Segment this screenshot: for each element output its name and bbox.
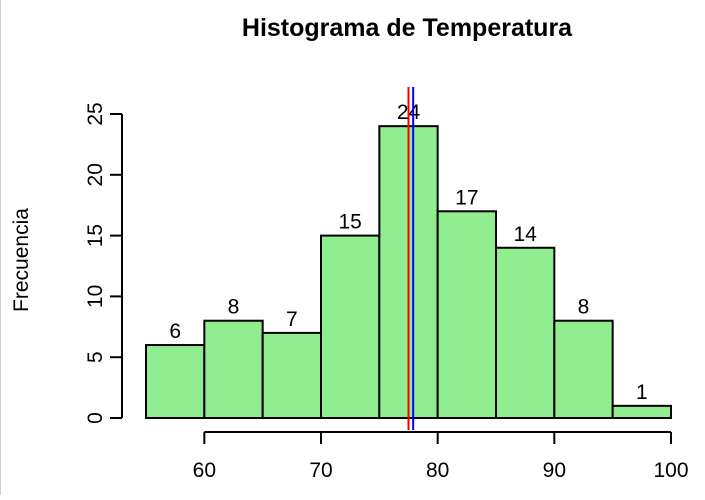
x-tick-label-60: 60 [193,459,216,482]
y-tick-label-10: 10 [84,285,107,308]
frame-edge [0,0,1,495]
histogram-bar-2 [203,319,264,419]
y-axis: 0 5 10 15 20 25 [84,102,123,424]
bars-group [145,125,673,420]
y-tick-label-25: 25 [84,102,107,125]
y-axis-label: Frecuencia [10,208,33,312]
histogram-bar-6 [436,210,497,419]
x-tick-label-90: 90 [543,459,566,482]
x-tick-label-80: 80 [426,459,449,482]
bar-count-label-9: 1 [636,381,648,404]
bar-count-label-7: 14 [513,223,537,246]
y-tick-label-15: 15 [84,224,107,247]
y-tick-label-5: 5 [84,351,107,363]
histogram-bar-1 [145,344,206,420]
histogram-bar-4 [320,234,381,419]
histogram-bar-8 [553,319,614,419]
y-tick-label-20: 20 [84,163,107,186]
x-tick-label-70: 70 [309,459,332,482]
histogram-bar-3 [261,331,322,420]
bar-count-label-6: 17 [455,186,478,209]
y-tick-label-0: 0 [84,412,107,424]
bar-count-label-4: 15 [338,211,361,234]
bar-count-label-8: 8 [578,296,590,319]
bar-count-label-2: 8 [228,296,240,319]
x-axis: 60 70 80 90 100 [193,431,689,482]
x-tick-label-100: 100 [653,459,688,482]
reference-lines-group [407,87,415,430]
bar-count-label-3: 7 [286,308,298,331]
histogram-bar-9 [611,404,673,419]
bar-count-label-1: 6 [169,320,181,343]
chart-title: Histograma de Temperatura [242,14,573,42]
histogram-bar-7 [495,246,556,419]
